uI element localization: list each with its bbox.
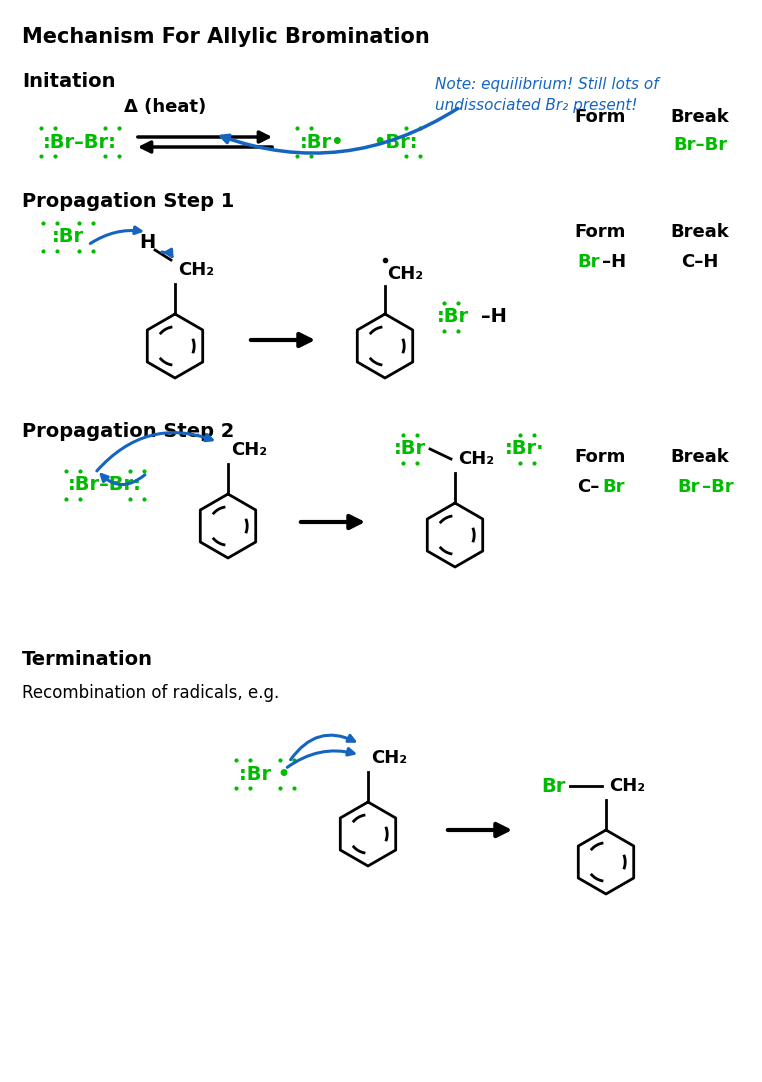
Text: –Br: –Br (702, 478, 734, 496)
Text: Recombination of radicals, e.g.: Recombination of radicals, e.g. (22, 684, 279, 702)
Text: C–: C– (578, 478, 600, 496)
Text: –H: –H (602, 253, 626, 270)
Text: Br–Br: Br–Br (673, 136, 727, 154)
Text: Break: Break (671, 448, 729, 466)
Text: CH₂: CH₂ (609, 777, 645, 795)
Text: Propagation Step 2: Propagation Step 2 (22, 422, 235, 441)
Text: Form: Form (575, 223, 626, 241)
Text: :Br·: :Br· (505, 439, 545, 459)
Text: :Br: :Br (394, 439, 426, 459)
Text: CH₂: CH₂ (231, 441, 267, 459)
Text: Note: equilibrium! Still lots of
undissociated Br₂ present!: Note: equilibrium! Still lots of undisso… (435, 77, 658, 113)
Text: :Br•: :Br• (299, 132, 344, 151)
Text: Br: Br (542, 777, 566, 795)
Text: CH₂: CH₂ (458, 450, 494, 469)
Text: Form: Form (575, 108, 626, 126)
Text: Δ (heat): Δ (heat) (124, 98, 207, 116)
Text: CH₂: CH₂ (178, 261, 214, 279)
Text: :Br: :Br (437, 307, 469, 327)
Text: •Br:: •Br: (373, 132, 418, 151)
Text: Initation: Initation (22, 72, 116, 91)
Text: CH₂: CH₂ (387, 265, 423, 283)
Text: Br: Br (677, 478, 700, 496)
Text: Mechanism For Allylic Bromination: Mechanism For Allylic Bromination (22, 27, 430, 47)
Text: Propagation Step 1: Propagation Step 1 (22, 192, 235, 211)
Text: :Br •: :Br • (239, 765, 290, 783)
Text: Form: Form (575, 448, 626, 466)
Text: Termination: Termination (22, 650, 153, 669)
Text: :Br–Br:: :Br–Br: (43, 132, 117, 151)
Text: Break: Break (671, 108, 729, 126)
Text: Br: Br (602, 478, 625, 496)
Text: CH₂: CH₂ (371, 749, 407, 767)
Text: C–H: C–H (681, 253, 719, 270)
Text: H: H (139, 233, 155, 251)
Text: :Br–Br:: :Br–Br: (68, 475, 142, 494)
Text: Br: Br (578, 253, 600, 270)
Text: –H: –H (481, 307, 507, 327)
Text: :Br: :Br (52, 227, 84, 247)
Text: Break: Break (671, 223, 729, 241)
